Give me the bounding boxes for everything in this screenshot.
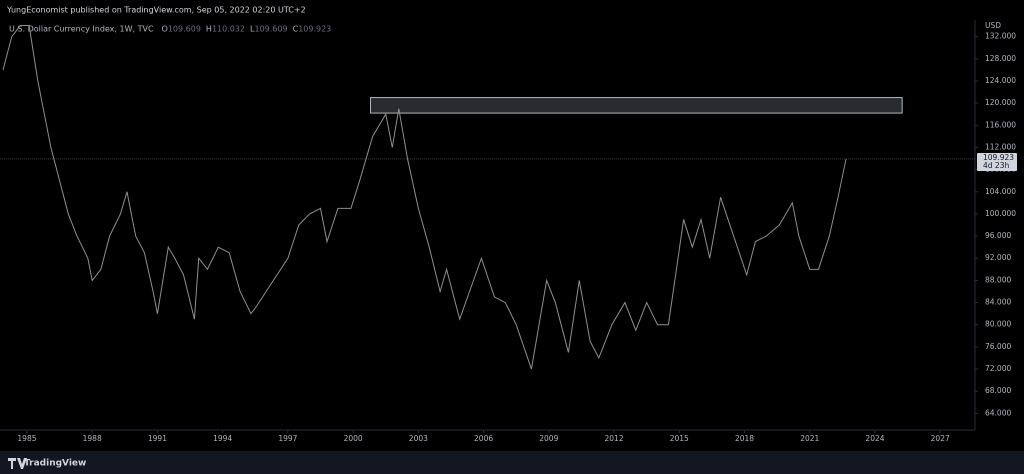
legend: U.S. Dollar Currency Index, 1W, TVC O 109.…	[9, 25, 331, 34]
price-line-series	[2, 25, 847, 370]
y-tick-label: 92.000	[985, 253, 1011, 262]
y-tick-label: 68.000	[985, 386, 1011, 395]
price-label: 109.923	[983, 153, 1014, 162]
x-tick-label: 2003	[409, 434, 428, 443]
y-tick-label: 72.000	[985, 364, 1011, 373]
y-tick-label: 124.000	[985, 76, 1016, 85]
x-tick-label: 2006	[474, 434, 493, 443]
y-tick-label: 116.000	[985, 120, 1016, 129]
legend-title: U.S. Dollar Currency Index, 1W, TVC	[9, 25, 154, 34]
y-tick-label: 84.000	[985, 298, 1011, 307]
ohlc-key: O	[162, 25, 168, 34]
price-countdown: 4d 23h	[983, 161, 1009, 170]
y-tick-label: 132.000	[985, 32, 1016, 41]
footer-bar	[0, 451, 1024, 474]
x-tick-label: 2021	[800, 434, 819, 443]
y-tick-label: 100.000	[985, 209, 1016, 218]
x-tick-label: 1991	[148, 434, 167, 443]
y-tick-label: 128.000	[985, 54, 1016, 63]
y-tick-label: 88.000	[985, 275, 1011, 284]
ohlc-key: H	[206, 25, 212, 34]
x-tick-label: 1994	[213, 434, 232, 443]
axis-unit: USD	[985, 21, 1001, 30]
publish-header: YungEconomist published on TradingView.c…	[6, 6, 306, 15]
x-tick-label: 2000	[344, 434, 363, 443]
y-tick-label: 80.000	[985, 320, 1011, 329]
x-tick-label: 2018	[735, 434, 754, 443]
ohlc-key: C	[293, 25, 299, 34]
y-tick-label: 112.000	[985, 142, 1016, 151]
ohlc-key: L	[250, 25, 255, 34]
x-tick-label: 2024	[865, 434, 884, 443]
x-tick-label: 2027	[931, 434, 950, 443]
ohlc-value: 109.923	[298, 25, 331, 34]
ohlc-value: 109.609	[168, 25, 201, 34]
price-label-box	[977, 152, 1017, 171]
ohlc-value: 110.032	[212, 25, 245, 34]
x-tick-label: 2012	[605, 434, 624, 443]
zone-box	[370, 97, 903, 114]
x-tick-label: 2009	[539, 434, 558, 443]
x-tick-label: 2015	[670, 434, 689, 443]
x-tick-label: 1988	[83, 434, 102, 443]
y-tick-label: 76.000	[985, 342, 1011, 351]
y-tick-label: 120.000	[985, 98, 1016, 107]
ohlc-value: 109.609	[255, 25, 288, 34]
x-tick-label: 1985	[17, 434, 36, 443]
y-tick-label: 64.000	[985, 408, 1011, 417]
y-tick-label: 104.000	[985, 187, 1016, 196]
footer-brand: TradingView	[24, 459, 86, 469]
tradingview-logo	[8, 458, 27, 469]
x-tick-label: 1997	[278, 434, 297, 443]
y-tick-label: 96.000	[985, 231, 1011, 240]
